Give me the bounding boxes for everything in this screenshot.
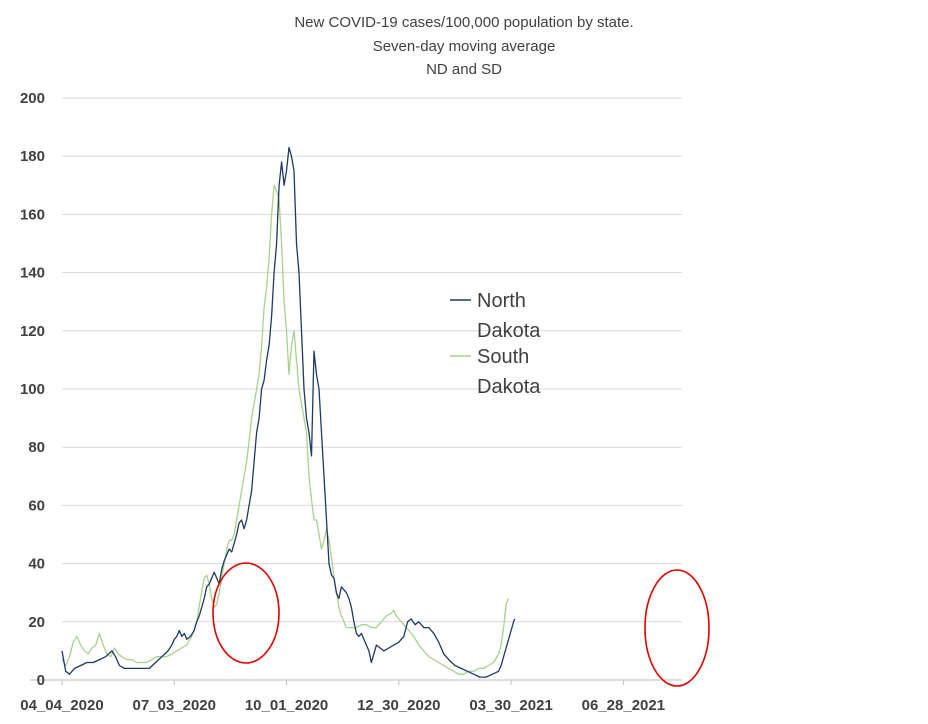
- x-tick-label-4: 03_30_2021: [469, 697, 552, 714]
- y-tick-label-40: 40: [28, 556, 45, 573]
- x-tick-label-3: 12_30_2020: [357, 697, 440, 714]
- x-axis-ticks: 04_04_2020 07_03_2020 10_01_2020 12_30_2020…: [20, 680, 665, 714]
- x-tick-label-5: 06_28_2021: [582, 697, 665, 714]
- legend-label-north-dakota-line-1: North: [477, 290, 526, 312]
- y-tick-label-160: 160: [20, 206, 45, 223]
- series-line-south-dakota: [61, 184, 510, 675]
- series-lines: [61, 146, 516, 678]
- title-line-2: Seven-day moving average: [373, 38, 556, 55]
- series-line-north-dakota: [61, 146, 516, 678]
- y-tick-label-0: 0: [37, 672, 45, 689]
- y-tick-label-80: 80: [28, 439, 45, 456]
- title-line-3: ND and SD: [426, 61, 502, 78]
- legend: North Dakota South Dakota: [450, 290, 541, 398]
- legend-label-south-dakota-line-2: Dakota: [477, 376, 541, 398]
- legend-label-north-dakota-line-2: Dakota: [477, 320, 541, 342]
- y-tick-label-60: 60: [28, 497, 45, 514]
- y-tick-label-180: 180: [20, 148, 45, 165]
- y-tick-label-100: 100: [20, 381, 45, 398]
- y-tick-label-200: 200: [20, 90, 45, 107]
- y-tick-label-20: 20: [28, 614, 45, 631]
- x-tick-label-1: 07_03_2020: [133, 697, 216, 714]
- y-axis-ticks: 0 20 40 60 80 100 120 140 160 180 200: [20, 90, 45, 689]
- legend-label-south-dakota-line-1: South: [477, 346, 529, 368]
- annotations: [212, 562, 710, 687]
- title-line-1: New COVID-19 cases/100,000 population by…: [294, 14, 633, 31]
- highlight-circle-left: [212, 562, 280, 664]
- chart-title: New COVID-19 cases/100,000 population by…: [294, 14, 633, 78]
- gridlines: [30, 97, 682, 681]
- y-tick-label-120: 120: [20, 323, 45, 340]
- highlight-circle-right: [644, 569, 710, 687]
- x-tick-label-2: 10_01_2020: [245, 697, 328, 714]
- y-tick-label-140: 140: [20, 265, 45, 282]
- x-tick-label-0: 04_04_2020: [20, 697, 103, 714]
